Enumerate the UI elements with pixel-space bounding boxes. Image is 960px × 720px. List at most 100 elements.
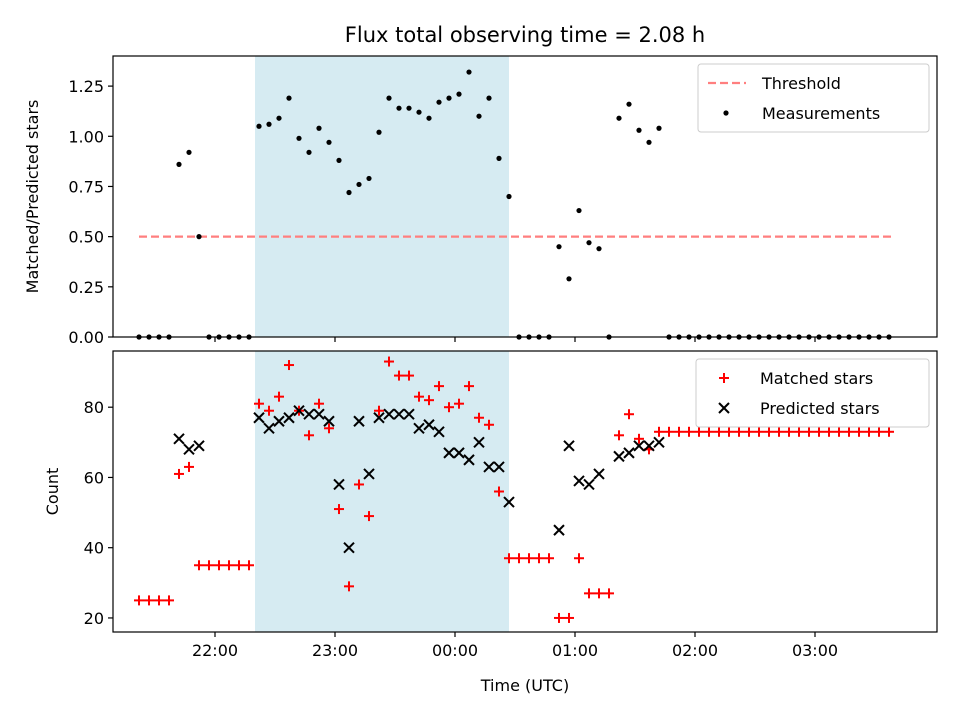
data-point bbox=[794, 426, 804, 437]
data-point bbox=[563, 440, 575, 452]
legend-label: Threshold bbox=[761, 74, 841, 93]
data-point bbox=[333, 478, 345, 491]
data-point bbox=[436, 99, 442, 105]
data-point bbox=[573, 475, 585, 487]
data-point bbox=[214, 560, 224, 571]
data-point bbox=[356, 181, 362, 188]
data-point bbox=[684, 426, 694, 437]
data-point bbox=[566, 276, 572, 282]
data-point bbox=[724, 426, 734, 437]
data-point bbox=[386, 95, 392, 101]
data-point bbox=[463, 454, 475, 466]
data-point bbox=[326, 139, 332, 145]
data-point bbox=[804, 426, 814, 437]
data-point bbox=[394, 370, 404, 381]
data-point bbox=[564, 612, 574, 623]
data-point bbox=[403, 408, 415, 420]
data-point bbox=[476, 113, 482, 119]
y-tick-label: 0.00 bbox=[68, 328, 104, 347]
data-point bbox=[344, 581, 354, 592]
data-point bbox=[393, 408, 405, 420]
data-point bbox=[874, 426, 884, 437]
data-point bbox=[613, 450, 625, 463]
data-point bbox=[634, 433, 644, 444]
data-point bbox=[636, 127, 642, 133]
data-point bbox=[413, 422, 425, 434]
observing-window-shade bbox=[255, 351, 509, 632]
data-point bbox=[384, 356, 394, 367]
data-point bbox=[416, 109, 422, 115]
plot-frame bbox=[112, 55, 938, 338]
data-point bbox=[884, 426, 894, 437]
data-point bbox=[504, 553, 514, 564]
y-axis-title: Count bbox=[43, 468, 62, 516]
legend-label: Matched stars bbox=[760, 369, 873, 388]
data-point bbox=[524, 553, 534, 564]
data-point bbox=[406, 105, 412, 111]
data-point bbox=[334, 504, 344, 515]
data-point bbox=[293, 405, 305, 417]
data-point bbox=[273, 415, 285, 427]
data-point bbox=[164, 595, 174, 606]
data-point bbox=[353, 415, 365, 427]
legend-box bbox=[697, 63, 930, 133]
series-matched-stars bbox=[134, 356, 894, 623]
data-point bbox=[364, 511, 374, 522]
data-point bbox=[864, 426, 874, 437]
data-point bbox=[506, 193, 512, 200]
data-point bbox=[466, 69, 472, 75]
legend: Threshold Measurements bbox=[697, 63, 930, 133]
data-point bbox=[474, 412, 484, 423]
data-point bbox=[664, 426, 674, 437]
data-point bbox=[144, 595, 154, 606]
y-tick-label: 0.25 bbox=[68, 278, 104, 297]
data-point bbox=[764, 426, 774, 437]
x-tick-label: 01:00 bbox=[552, 641, 598, 660]
data-point bbox=[494, 486, 504, 497]
observing-window-shade bbox=[255, 56, 509, 337]
data-point bbox=[336, 157, 342, 163]
data-point bbox=[653, 436, 665, 449]
data-point bbox=[183, 443, 195, 456]
data-point bbox=[404, 370, 414, 381]
data-point bbox=[176, 161, 182, 167]
data-point bbox=[304, 430, 314, 441]
data-point bbox=[224, 560, 234, 571]
x-tick-label: 23:00 bbox=[312, 641, 358, 660]
legend-label: Measurements bbox=[762, 104, 880, 123]
legend-matched-swatch bbox=[719, 373, 729, 383]
y-tick-label: 1.00 bbox=[68, 127, 104, 146]
data-point bbox=[593, 468, 605, 480]
y-tick-label: 1.25 bbox=[68, 77, 104, 96]
x-tick-label: 02:00 bbox=[672, 641, 718, 660]
data-point bbox=[276, 115, 282, 121]
data-point bbox=[614, 430, 624, 441]
data-point bbox=[324, 423, 334, 434]
data-point bbox=[576, 207, 582, 214]
data-point bbox=[834, 426, 844, 437]
y-axis-title: Matched/Predicted stars bbox=[23, 100, 42, 294]
legend-label: Predicted stars bbox=[760, 399, 880, 418]
data-point bbox=[234, 560, 244, 571]
data-point bbox=[623, 447, 635, 459]
data-point bbox=[483, 461, 495, 473]
data-point bbox=[646, 139, 652, 145]
data-point bbox=[366, 175, 372, 182]
data-point bbox=[274, 391, 284, 402]
data-point bbox=[604, 588, 614, 599]
data-point bbox=[674, 426, 684, 437]
bottom-panel: 20 40 60 80 22:00 23:00 00:00 01:00 02:00 03:00 Co… bbox=[43, 350, 938, 660]
legend: Matched stars Predicted stars bbox=[695, 358, 930, 428]
data-point bbox=[704, 426, 714, 437]
data-point bbox=[514, 553, 524, 564]
data-point bbox=[346, 189, 352, 196]
data-point bbox=[446, 95, 452, 101]
data-point bbox=[204, 560, 214, 571]
data-point bbox=[484, 419, 494, 430]
data-point bbox=[423, 419, 435, 431]
legend-box bbox=[695, 358, 930, 428]
data-point bbox=[643, 440, 655, 452]
data-point bbox=[264, 405, 274, 416]
data-point bbox=[443, 447, 455, 459]
data-point bbox=[493, 461, 505, 473]
